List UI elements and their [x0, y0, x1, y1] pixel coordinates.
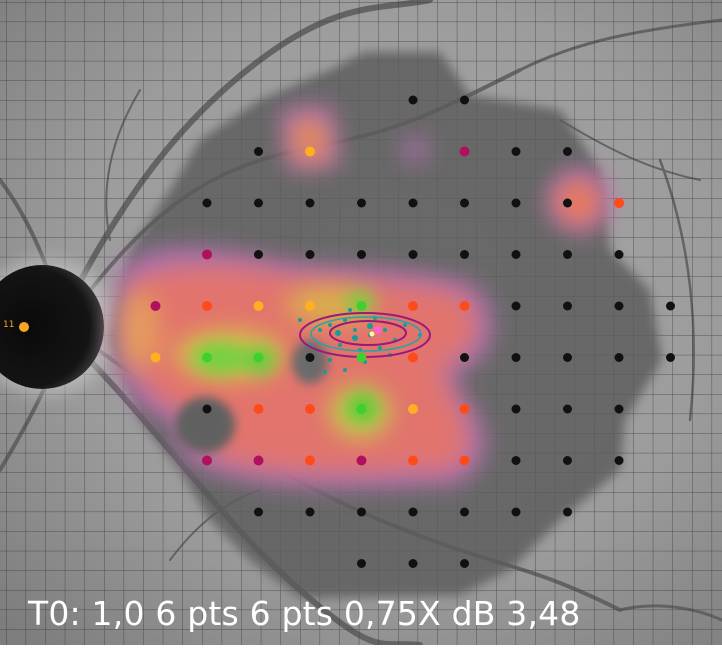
test-point	[408, 455, 418, 466]
test-point	[305, 455, 315, 466]
test-caption: T0: 1,0 6 pts 6 pts 0,75X dB 3,48	[28, 594, 581, 633]
optic-disc	[0, 265, 104, 389]
test-point	[460, 353, 469, 362]
blindspot-label: 11	[3, 320, 15, 330]
test-point	[356, 404, 367, 414]
test-point	[202, 352, 212, 363]
test-point	[459, 146, 470, 157]
test-point	[357, 559, 366, 568]
test-point	[408, 301, 418, 311]
test-point	[460, 198, 469, 208]
test-point	[356, 352, 367, 363]
test-point	[563, 198, 572, 208]
test-point	[563, 507, 572, 517]
test-point	[563, 250, 572, 259]
test-point	[356, 455, 367, 466]
fixation-ellipses	[299, 312, 431, 358]
test-point	[511, 404, 521, 414]
test-point	[408, 198, 418, 208]
test-point	[460, 250, 469, 259]
test-points	[150, 95, 675, 568]
test-point	[202, 301, 212, 311]
test-point	[254, 198, 263, 208]
test-point	[511, 250, 521, 259]
test-point	[459, 404, 470, 414]
test-point	[357, 198, 366, 208]
test-point	[460, 95, 469, 105]
test-point	[614, 250, 624, 259]
test-point	[408, 559, 418, 568]
test-point	[408, 507, 418, 517]
test-point	[202, 404, 212, 414]
test-point	[357, 250, 366, 259]
test-point	[460, 507, 469, 517]
test-point	[511, 198, 521, 208]
test-point	[202, 198, 212, 208]
test-point	[614, 404, 624, 414]
test-point	[254, 250, 263, 259]
test-point	[305, 507, 315, 517]
test-point	[614, 301, 624, 311]
test-point	[511, 147, 521, 156]
test-point	[357, 507, 366, 517]
test-point	[150, 352, 161, 363]
test-point	[254, 147, 263, 156]
test-point	[563, 147, 572, 156]
test-point	[459, 455, 470, 466]
test-point	[305, 301, 315, 311]
blindspot-marker	[19, 322, 29, 332]
test-point	[202, 455, 212, 466]
test-point	[408, 352, 418, 363]
test-point	[305, 198, 315, 208]
test-point	[614, 353, 624, 362]
test-point	[511, 507, 521, 517]
test-point	[563, 353, 572, 362]
test-point	[254, 507, 263, 517]
test-point	[356, 301, 367, 311]
test-point	[614, 456, 624, 465]
test-point	[305, 146, 315, 157]
test-point	[511, 353, 521, 362]
fixation-center-marker	[369, 326, 382, 337]
test-point	[253, 301, 264, 311]
test-point	[305, 404, 315, 414]
test-point	[666, 301, 675, 311]
test-point	[305, 250, 315, 259]
test-point	[202, 249, 212, 260]
test-point	[460, 559, 469, 568]
test-point	[150, 301, 161, 311]
test-point	[408, 404, 418, 414]
test-point	[614, 198, 624, 208]
test-point	[563, 404, 572, 414]
test-point	[563, 456, 572, 465]
test-point	[253, 404, 264, 414]
test-point	[563, 301, 572, 311]
test-point	[253, 455, 264, 466]
test-point	[253, 352, 264, 363]
test-point	[305, 353, 315, 362]
test-point	[511, 301, 521, 311]
test-point	[408, 250, 418, 259]
test-point	[666, 353, 675, 362]
test-point	[408, 95, 418, 105]
test-point	[511, 456, 521, 465]
test-point	[459, 301, 470, 311]
